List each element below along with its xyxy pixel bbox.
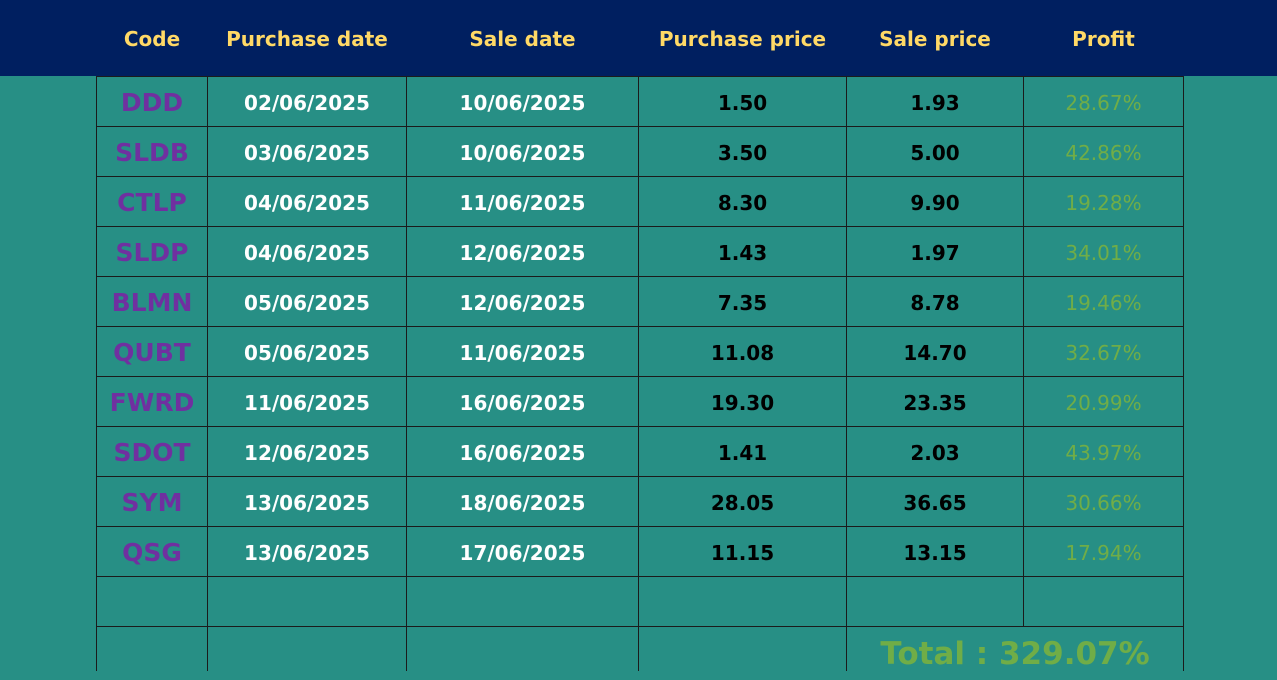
cell-purchase-date[interactable]: 13/06/2025 (244, 491, 370, 515)
grid-line-horizontal (96, 326, 1184, 327)
cell-profit[interactable]: 32.67% (1065, 341, 1142, 365)
cell-purchase-price[interactable]: 28.05 (710, 491, 775, 515)
grid-line-horizontal (96, 76, 1184, 77)
cell-sale-price[interactable]: 8.78 (910, 291, 960, 315)
cell-purchase-price[interactable]: 1.50 (717, 91, 768, 115)
cell-purchase-date[interactable]: 02/06/2025 (244, 91, 370, 115)
cell-code[interactable]: CTLP (117, 188, 187, 217)
header-code[interactable]: Code (123, 27, 181, 51)
cell-purchase-price[interactable]: 19.30 (710, 391, 775, 415)
cell-purchase-date[interactable]: 03/06/2025 (244, 141, 370, 165)
cell-purchase-price[interactable]: 3.50 (717, 141, 768, 165)
grid-line-horizontal (96, 376, 1184, 377)
grid-line-vertical (207, 76, 208, 671)
cell-purchase-price[interactable]: 11.15 (710, 541, 775, 565)
cell-sale-date[interactable]: 12/06/2025 (459, 291, 586, 315)
header-purchase-price[interactable]: Purchase price (658, 27, 827, 51)
cell-sale-price[interactable]: 2.03 (910, 441, 960, 465)
cell-sale-price[interactable]: 1.93 (910, 91, 960, 115)
cell-profit[interactable]: 34.01% (1065, 241, 1142, 265)
cell-sale-price[interactable]: 23.35 (903, 391, 967, 415)
grid-line-horizontal (96, 276, 1184, 277)
grid-line-vertical (1023, 76, 1024, 626)
header-profit[interactable]: Profit (1072, 27, 1135, 51)
grid-line-horizontal (96, 226, 1184, 227)
grid-line-horizontal (96, 176, 1184, 177)
cell-code[interactable]: BLMN (111, 288, 193, 317)
cell-purchase-price[interactable]: 1.41 (717, 441, 768, 465)
cell-profit[interactable]: 20.99% (1065, 391, 1142, 415)
cell-code[interactable]: FWRD (109, 388, 195, 417)
cell-purchase-price[interactable]: 1.43 (717, 241, 768, 265)
grid-line-vertical (638, 76, 639, 671)
cell-sale-date[interactable]: 17/06/2025 (459, 541, 586, 565)
cell-purchase-date[interactable]: 12/06/2025 (244, 441, 370, 465)
grid-line-vertical (406, 76, 407, 671)
cell-sale-date[interactable]: 11/06/2025 (459, 191, 586, 215)
grid-line-horizontal (96, 126, 1184, 127)
cell-profit[interactable]: 42.86% (1065, 141, 1142, 165)
cell-sale-price[interactable]: 14.70 (903, 341, 967, 365)
cell-sale-price[interactable]: 1.97 (910, 241, 960, 265)
cell-purchase-price[interactable]: 7.35 (717, 291, 768, 315)
cell-sale-date[interactable]: 18/06/2025 (459, 491, 586, 515)
cell-profit[interactable]: 19.46% (1065, 291, 1142, 315)
cell-purchase-price[interactable]: 11.08 (710, 341, 775, 365)
cell-code[interactable]: QUBT (113, 338, 191, 367)
cell-purchase-date[interactable]: 05/06/2025 (244, 341, 370, 365)
cell-sale-date[interactable]: 16/06/2025 (459, 391, 586, 415)
cell-sale-date[interactable]: 10/06/2025 (459, 91, 586, 115)
total-profit[interactable]: Total : 329.07% (880, 636, 1150, 672)
grid-line-vertical (1183, 76, 1184, 671)
header-purchase-date[interactable]: Purchase date (226, 27, 388, 51)
cell-sale-price[interactable]: 13.15 (903, 541, 967, 565)
cell-sale-price[interactable]: 36.65 (903, 491, 967, 515)
cell-purchase-date[interactable]: 11/06/2025 (244, 391, 370, 415)
cell-profit[interactable]: 17.94% (1065, 541, 1142, 565)
cell-code[interactable]: QSG (122, 538, 182, 567)
cell-purchase-date[interactable]: 13/06/2025 (244, 541, 370, 565)
header-sale-date[interactable]: Sale date (469, 27, 576, 51)
cell-code[interactable]: DDD (120, 88, 184, 117)
cell-code[interactable]: SLDB (115, 138, 189, 167)
grid-line-horizontal (96, 576, 1184, 577)
cell-profit[interactable]: 28.67% (1065, 91, 1142, 115)
header-sale-price[interactable]: Sale price (879, 27, 991, 51)
grid-line-vertical (846, 76, 847, 671)
cell-sale-price[interactable]: 9.90 (910, 191, 960, 215)
cell-sale-date[interactable]: 10/06/2025 (459, 141, 586, 165)
cell-purchase-date[interactable]: 05/06/2025 (244, 291, 370, 315)
cell-sale-date[interactable]: 12/06/2025 (459, 241, 586, 265)
cell-sale-date[interactable]: 11/06/2025 (459, 341, 586, 365)
grid-line-horizontal (96, 476, 1184, 477)
table-header: Code Purchase date Sale date Purchase pr… (0, 0, 1277, 76)
cell-code[interactable]: SLDP (115, 238, 189, 267)
cell-code[interactable]: SDOT (113, 438, 191, 467)
grid-line-horizontal (96, 526, 1184, 527)
cell-profit[interactable]: 43.97% (1065, 441, 1142, 465)
grid-line-horizontal (96, 626, 1184, 627)
grid-line-vertical (96, 76, 97, 671)
cell-profit[interactable]: 19.28% (1065, 191, 1142, 215)
cell-purchase-price[interactable]: 8.30 (717, 191, 768, 215)
cell-sale-price[interactable]: 5.00 (910, 141, 960, 165)
cell-purchase-date[interactable]: 04/06/2025 (244, 241, 370, 265)
cell-purchase-date[interactable]: 04/06/2025 (244, 191, 370, 215)
cell-profit[interactable]: 30.66% (1065, 491, 1142, 515)
cell-sale-date[interactable]: 16/06/2025 (459, 441, 586, 465)
cell-code[interactable]: SYM (121, 488, 183, 517)
grid-line-horizontal (96, 426, 1184, 427)
